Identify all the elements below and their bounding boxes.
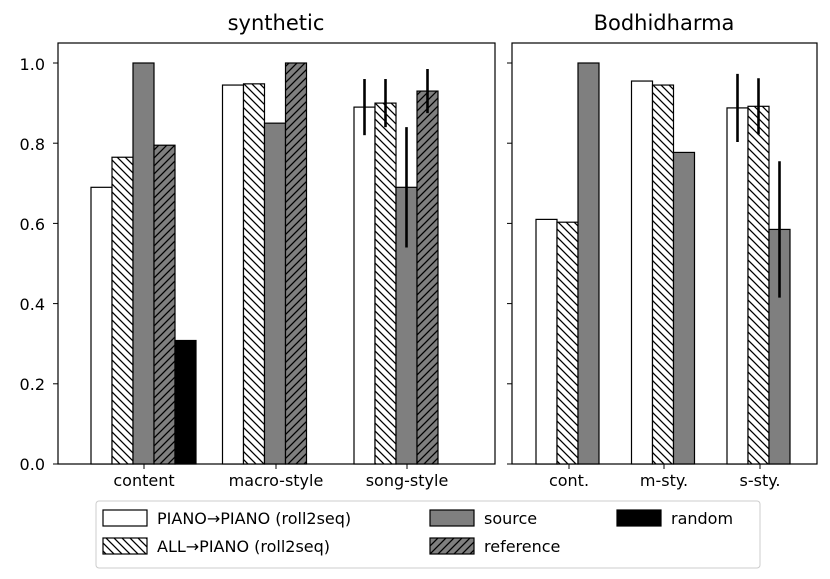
legend: PIANO→PIANO (roll2seq) ALL→PIANO (roll2s… xyxy=(95,500,761,569)
x-tick-label: s-sty. xyxy=(740,471,781,490)
bar-source xyxy=(672,151,696,465)
x-tick-label: macro-style xyxy=(229,471,324,490)
bar-all-piano xyxy=(747,105,770,465)
legend-swatch-piano-piano xyxy=(102,509,148,527)
bar-reference xyxy=(153,144,176,465)
x-tick-label: cont. xyxy=(549,471,589,490)
legend-label-source: source xyxy=(484,509,537,528)
bar-all-piano xyxy=(242,83,266,465)
bar-source xyxy=(263,122,287,465)
bar-piano-piano xyxy=(726,107,749,465)
legend-frame xyxy=(95,500,761,569)
bar-random xyxy=(174,339,197,465)
bar-source xyxy=(577,62,600,465)
y-tick-label: 0.6 xyxy=(20,215,45,234)
x-tick-label: song-style xyxy=(366,471,449,490)
bar-piano-piano xyxy=(90,186,113,465)
bar-piano-piano xyxy=(353,106,376,465)
legend-label-all-piano: ALL→PIANO (roll2seq) xyxy=(157,537,330,556)
legend-swatch-all-piano xyxy=(102,537,148,555)
legend-label-random: random xyxy=(671,509,733,528)
bar-all-piano xyxy=(556,221,579,465)
chart-title-bodhidharma: Bodhidharma xyxy=(594,11,735,35)
legend-label-piano-piano: PIANO→PIANO (roll2seq) xyxy=(157,509,351,528)
bar-reference xyxy=(416,90,439,465)
bar-all-piano xyxy=(374,102,397,465)
x-tick-label: content xyxy=(113,471,174,490)
bar-piano-piano xyxy=(221,84,245,465)
chart-title-synthetic: synthetic xyxy=(228,11,325,35)
y-tick-label: 0.0 xyxy=(20,455,45,474)
bar-all-piano xyxy=(651,84,675,465)
bar-piano-piano xyxy=(535,218,558,465)
y-tick-label: 0.4 xyxy=(20,295,45,314)
bar-piano-piano xyxy=(630,80,654,465)
legend-label-reference: reference xyxy=(484,537,560,556)
y-tick-label: 0.8 xyxy=(20,135,45,154)
bar-reference xyxy=(284,62,308,465)
x-tick-label: m-sty. xyxy=(640,471,688,490)
bar-source xyxy=(132,62,155,465)
legend-swatch-source xyxy=(429,509,475,527)
y-tick-label: 1.0 xyxy=(20,55,45,74)
y-tick-label: 0.2 xyxy=(20,375,45,394)
legend-swatch-reference xyxy=(429,537,475,555)
legend-swatch-random xyxy=(616,509,662,527)
bar-all-piano xyxy=(111,156,134,465)
